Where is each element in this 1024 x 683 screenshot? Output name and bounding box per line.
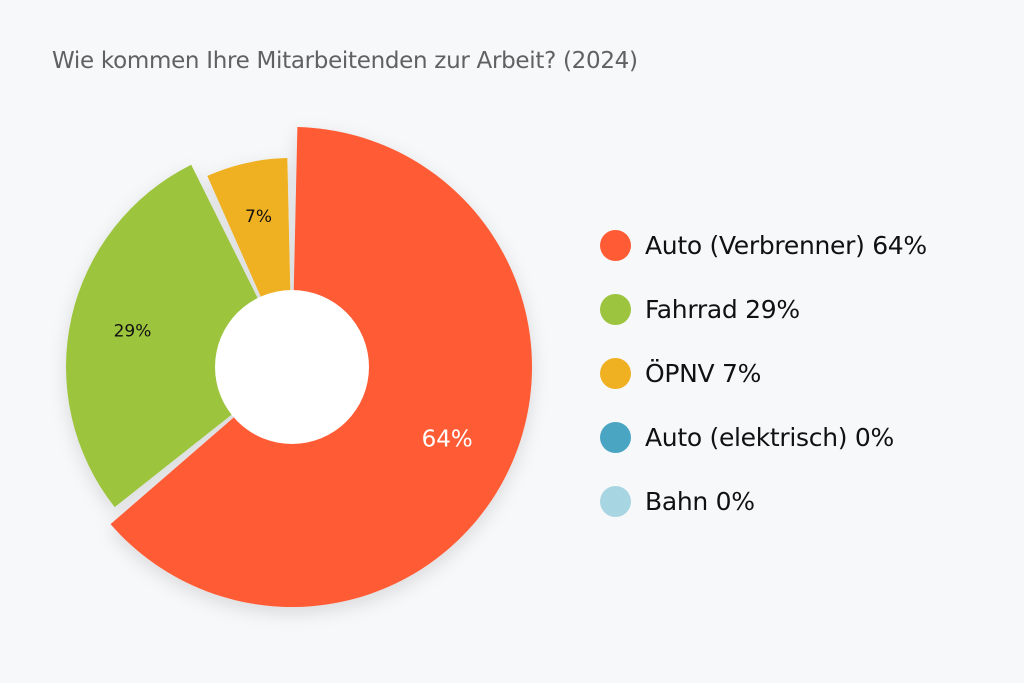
legend-label: Auto (Verbrenner) 64% — [645, 230, 927, 260]
legend-label: Fahrrad 29% — [645, 294, 800, 324]
legend-item: Auto (Verbrenner) 64% — [600, 226, 927, 290]
data-label: 64% — [422, 427, 473, 453]
legend-item: Auto (elektrisch) 0% — [600, 418, 927, 482]
legend-label: Auto (elektrisch) 0% — [645, 422, 894, 452]
data-label: 7% — [245, 207, 272, 227]
legend-dot-icon — [600, 485, 631, 517]
legend-item: Bahn 0% — [600, 482, 927, 546]
legend-dot-icon — [600, 293, 631, 325]
legend-item: Fahrrad 29% — [600, 290, 927, 354]
data-label: 29% — [114, 321, 152, 341]
legend-item: ÖPNV 7% — [600, 354, 927, 418]
slice-fahrrad — [65, 164, 292, 508]
legend-dot-icon — [600, 357, 631, 389]
chart-title: Wie kommen Ihre Mitarbeitenden zur Arbei… — [52, 48, 638, 74]
legend: Auto (Verbrenner) 64% Fahrrad 29% ÖPNV 7% A… — [600, 226, 927, 546]
legend-dot-icon — [600, 229, 631, 261]
legend-dot-icon — [600, 421, 631, 453]
legend-label: ÖPNV 7% — [645, 358, 762, 388]
legend-label: Bahn 0% — [645, 486, 755, 516]
donut-hole — [215, 290, 369, 444]
